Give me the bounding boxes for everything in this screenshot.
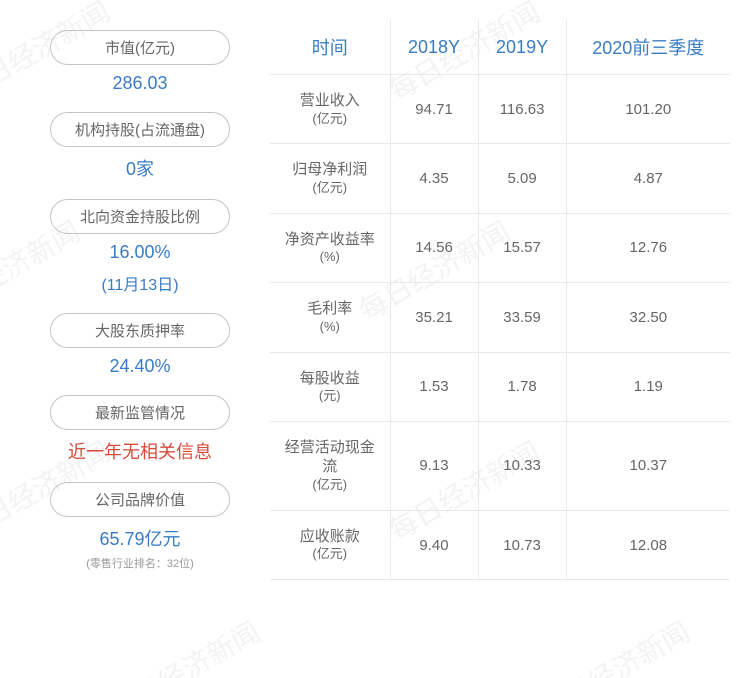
value-cell: 33.59 bbox=[478, 283, 566, 352]
value-cell: 10.73 bbox=[478, 510, 566, 579]
metric-name: 应收账款 bbox=[278, 527, 382, 547]
info-label: 北向资金持股比例 bbox=[50, 199, 230, 234]
table-header-cell: 2020前三季度 bbox=[566, 20, 730, 75]
table-header-cell: 2019Y bbox=[478, 20, 566, 75]
info-value: 0家 bbox=[126, 151, 154, 189]
value-cell: 1.78 bbox=[478, 352, 566, 421]
metric-unit: (亿元) bbox=[278, 111, 382, 128]
value-cell: 32.50 bbox=[566, 283, 730, 352]
value-cell: 1.19 bbox=[566, 352, 730, 421]
metric-unit: (%) bbox=[278, 319, 382, 336]
main-container: 市值(亿元) 286.03 机构持股(占流通盘) 0家北向资金持股比例16.00%(1… bbox=[0, 0, 750, 600]
metric-name: 毛利率 bbox=[278, 299, 382, 319]
info-value: 65.79亿元 bbox=[99, 521, 180, 559]
info-box: 市值(亿元) 286.03 bbox=[30, 30, 250, 102]
right-panel: 时间2018Y2019Y2020前三季度 营业收入(亿元)94.71116.63… bbox=[270, 20, 730, 580]
metric-name: 营业收入 bbox=[278, 91, 382, 111]
info-box: 大股东质押率 24.40% bbox=[30, 313, 250, 385]
info-label: 大股东质押率 bbox=[50, 313, 230, 348]
info-label: 市值(亿元) bbox=[50, 30, 230, 65]
info-box: 机构持股(占流通盘) 0家 bbox=[30, 112, 250, 189]
info-value: 近一年无相关信息 bbox=[68, 434, 212, 472]
value-cell: 5.09 bbox=[478, 144, 566, 213]
info-value: 24.40% bbox=[109, 352, 170, 385]
info-box: 最新监管情况近一年无相关信息 bbox=[30, 395, 250, 472]
metric-cell: 经营活动现金流(亿元) bbox=[270, 421, 390, 510]
table-row: 经营活动现金流(亿元)9.1310.3310.37 bbox=[270, 421, 730, 510]
info-box: 公司品牌价值 65.79亿元(零售行业排名：32位) bbox=[30, 482, 250, 571]
info-value: 286.03 bbox=[112, 69, 167, 102]
value-cell: 10.37 bbox=[566, 421, 730, 510]
value-cell: 9.40 bbox=[390, 510, 478, 579]
value-cell: 15.57 bbox=[478, 213, 566, 282]
value-cell: 12.76 bbox=[566, 213, 730, 282]
metric-name: 每股收益 bbox=[278, 369, 382, 389]
metric-name: 经营活动现金流 bbox=[278, 438, 382, 477]
table-row: 每股收益(元)1.531.781.19 bbox=[270, 352, 730, 421]
metric-unit: (元) bbox=[278, 388, 382, 405]
metric-cell: 营业收入(亿元) bbox=[270, 75, 390, 144]
value-cell: 116.63 bbox=[478, 75, 566, 144]
table-row: 毛利率(%)35.2133.5932.50 bbox=[270, 283, 730, 352]
info-label: 公司品牌价值 bbox=[50, 482, 230, 517]
value-cell: 10.33 bbox=[478, 421, 566, 510]
value-cell: 35.21 bbox=[390, 283, 478, 352]
metric-unit: (亿元) bbox=[278, 546, 382, 563]
info-label: 机构持股(占流通盘) bbox=[50, 112, 230, 147]
info-subtext: (零售行业排名：32位) bbox=[86, 555, 194, 571]
watermark-text: 每日经济新闻 bbox=[531, 611, 697, 678]
metric-unit: (亿元) bbox=[278, 180, 382, 197]
table-body: 营业收入(亿元)94.71116.63101.20归母净利润(亿元)4.355.… bbox=[270, 75, 730, 580]
value-cell: 9.13 bbox=[390, 421, 478, 510]
table-row: 归母净利润(亿元)4.355.094.87 bbox=[270, 144, 730, 213]
info-label: 最新监管情况 bbox=[50, 395, 230, 430]
value-cell: 1.53 bbox=[390, 352, 478, 421]
table-header-cell: 2018Y bbox=[390, 20, 478, 75]
value-cell: 14.56 bbox=[390, 213, 478, 282]
value-cell: 12.08 bbox=[566, 510, 730, 579]
value-cell: 94.71 bbox=[390, 75, 478, 144]
table-row: 净资产收益率(%)14.5615.5712.76 bbox=[270, 213, 730, 282]
metric-cell: 归母净利润(亿元) bbox=[270, 144, 390, 213]
metric-name: 净资产收益率 bbox=[278, 230, 382, 250]
table-header-cell: 时间 bbox=[270, 20, 390, 75]
metric-cell: 毛利率(%) bbox=[270, 283, 390, 352]
value-cell: 101.20 bbox=[566, 75, 730, 144]
table-header-row: 时间2018Y2019Y2020前三季度 bbox=[270, 20, 730, 75]
metric-unit: (%) bbox=[278, 249, 382, 266]
metric-unit: (亿元) bbox=[278, 477, 382, 494]
metric-cell: 应收账款(亿元) bbox=[270, 510, 390, 579]
table-row: 应收账款(亿元)9.4010.7312.08 bbox=[270, 510, 730, 579]
value-cell: 4.35 bbox=[390, 144, 478, 213]
watermark-text: 每日经济新闻 bbox=[101, 611, 267, 678]
metric-name: 归母净利润 bbox=[278, 160, 382, 180]
left-panel: 市值(亿元) 286.03 机构持股(占流通盘) 0家北向资金持股比例16.00%(1… bbox=[30, 20, 250, 580]
info-subtext: (11月13日) bbox=[101, 267, 178, 303]
metric-cell: 每股收益(元) bbox=[270, 352, 390, 421]
info-box: 北向资金持股比例16.00%(11月13日) bbox=[30, 199, 250, 303]
metric-cell: 净资产收益率(%) bbox=[270, 213, 390, 282]
table-row: 营业收入(亿元)94.71116.63101.20 bbox=[270, 75, 730, 144]
value-cell: 4.87 bbox=[566, 144, 730, 213]
financial-table: 时间2018Y2019Y2020前三季度 营业收入(亿元)94.71116.63… bbox=[270, 20, 730, 580]
